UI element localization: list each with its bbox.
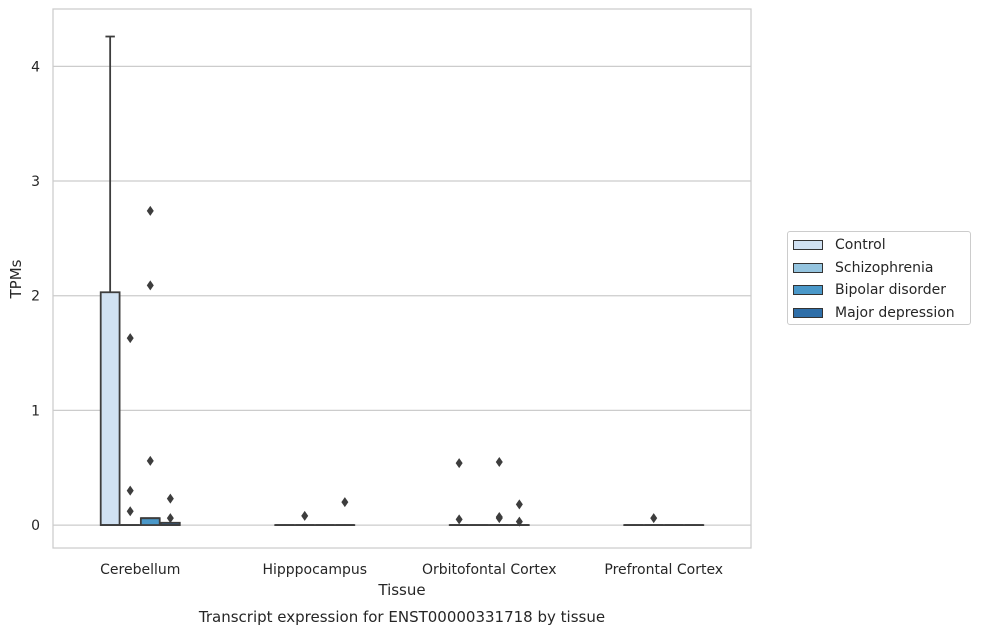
legend-swatch xyxy=(793,240,823,250)
outlier-point xyxy=(455,458,463,469)
y-axis-label: TPMs xyxy=(7,259,25,299)
boxes xyxy=(99,35,705,526)
legend-item-control: Control xyxy=(793,235,886,255)
outlier-point xyxy=(515,516,523,527)
outlier-point xyxy=(126,506,134,517)
box-bipolar-disorder xyxy=(139,517,161,526)
outlier-point xyxy=(650,513,658,524)
outlier-point xyxy=(146,280,154,291)
grid-lines xyxy=(53,65,751,526)
outlier-point xyxy=(455,514,463,525)
outlier-point xyxy=(166,493,174,504)
legend: Control Schizophrenia Bipolar disorder Majo… xyxy=(787,231,971,325)
outlier-point xyxy=(495,456,503,467)
outlier-point xyxy=(166,513,174,524)
outlier-point xyxy=(146,205,154,216)
y-tick-label: 2 xyxy=(31,289,40,305)
legend-item-schizophrenia: Schizophrenia xyxy=(793,258,933,278)
x-tick-label: Cerebellum xyxy=(100,562,180,578)
outlier-point xyxy=(515,499,523,510)
legend-swatch xyxy=(793,285,823,295)
x-axis-label: Tissue xyxy=(377,581,425,599)
outlier-point xyxy=(301,510,309,521)
plot-area-frame xyxy=(52,8,752,549)
y-tick-label: 1 xyxy=(31,403,40,419)
x-tick-label: Prefrontal Cortex xyxy=(604,562,723,578)
y-tick-label: 3 xyxy=(31,174,40,190)
x-tick-label: Hipppocampus xyxy=(262,562,367,578)
outlier-points xyxy=(126,205,658,527)
legend-swatch xyxy=(793,262,823,273)
y-tick-label: 4 xyxy=(31,59,40,75)
legend-item-major-depression: Major depression xyxy=(793,303,955,323)
outlier-point xyxy=(126,333,134,344)
box-iqr xyxy=(139,517,161,526)
outlier-point xyxy=(146,455,154,466)
legend-label: Control xyxy=(835,237,886,253)
legend-swatch xyxy=(793,307,823,318)
y-tick-label: 0 xyxy=(31,518,40,534)
x-tick-label: Orbitofontal Cortex xyxy=(422,562,557,578)
outlier-point xyxy=(495,513,503,524)
chart-caption: Transcript expression for ENST0000033171… xyxy=(198,608,605,626)
outlier-point xyxy=(126,485,134,496)
box-iqr xyxy=(99,291,121,526)
legend-label: Major depression xyxy=(835,304,955,321)
box-control xyxy=(99,35,121,526)
legend-label: Schizophrenia xyxy=(835,259,934,276)
outlier-point xyxy=(341,497,349,508)
x-tick-labels: Cerebellum Hipppocampus Orbitofontal Corte… xyxy=(100,562,723,578)
legend-item-bipolar-disorder: Bipolar disorder xyxy=(793,280,946,300)
y-tick-labels: 0 1 2 3 4 xyxy=(31,59,40,534)
legend-label: Bipolar disorder xyxy=(835,282,947,298)
